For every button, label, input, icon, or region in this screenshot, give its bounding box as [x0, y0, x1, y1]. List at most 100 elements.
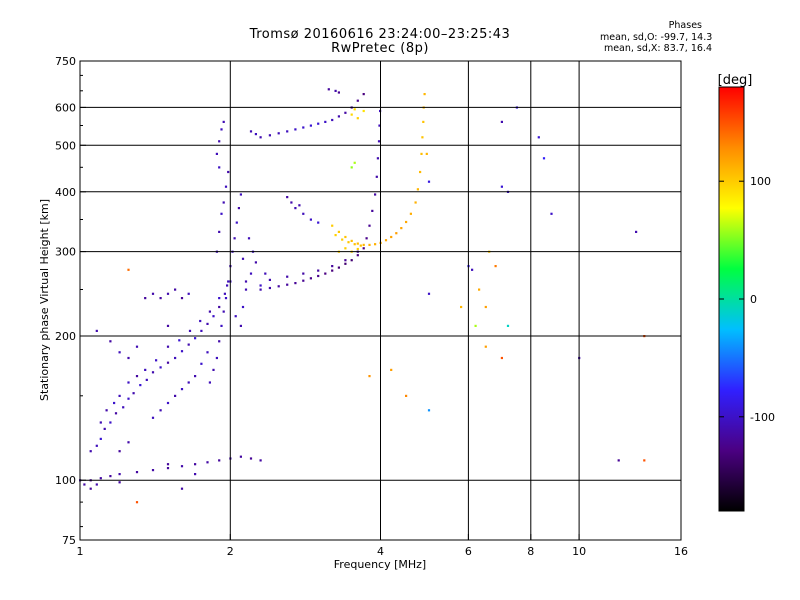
data-point: [109, 475, 112, 478]
data-point: [405, 220, 408, 224]
data-point: [166, 292, 170, 295]
data-point: [166, 345, 170, 348]
data-point: [344, 235, 347, 239]
data-point: [118, 481, 121, 484]
data-point: [187, 343, 190, 346]
data-point: [166, 463, 170, 466]
data-point: [414, 201, 417, 204]
data-point: [416, 188, 419, 191]
data-point: [259, 288, 262, 291]
data-point: [227, 170, 230, 174]
data-point: [218, 297, 221, 300]
data-point: [212, 368, 215, 371]
data-point: [324, 272, 327, 275]
data-point: [180, 465, 184, 468]
data-point: [353, 243, 356, 246]
data-point: [264, 272, 267, 275]
data-point: [356, 99, 359, 102]
data-point: [286, 130, 289, 133]
data-point: [350, 259, 353, 262]
data-point: [356, 247, 359, 251]
data-point: [95, 483, 98, 486]
data-point: [309, 124, 312, 127]
data-point: [218, 166, 221, 169]
data-point: [427, 180, 431, 183]
data-point: [294, 128, 297, 131]
data-point: [95, 329, 98, 332]
data-point: [353, 161, 356, 164]
phase-colorbar: [deg] 100 0 -100: [718, 73, 775, 512]
data-point: [194, 473, 197, 476]
data-point: [425, 152, 428, 155]
data-point: [194, 337, 197, 340]
data-point: [337, 230, 340, 233]
data-point: [127, 397, 130, 400]
chart-title: Tromsø 20160616 23:24:00–23:25:43: [249, 27, 511, 42]
data-point: [376, 157, 379, 160]
data-point: [395, 232, 398, 235]
data-point: [471, 268, 474, 271]
data-point: [350, 166, 353, 169]
data-point: [460, 305, 463, 309]
data-point: [356, 117, 359, 120]
data-point: [118, 450, 121, 453]
data-point: [127, 356, 130, 360]
data-point: [350, 113, 353, 116]
data-point: [222, 201, 225, 204]
data-point: [239, 193, 242, 196]
data-point: [151, 469, 155, 472]
y-tick-label: 750: [55, 55, 76, 68]
data-point: [103, 427, 106, 430]
data-point: [151, 292, 155, 295]
data-point: [135, 345, 139, 348]
data-point: [277, 132, 280, 135]
data-point: [344, 259, 347, 262]
data-point: [317, 269, 320, 272]
data-point: [135, 375, 139, 378]
data-point: [220, 128, 223, 131]
data-point: [99, 421, 102, 424]
data-point: [127, 441, 130, 444]
data-point: [474, 324, 477, 327]
data-point: [302, 272, 305, 275]
data-point: [122, 406, 125, 409]
data-point: [420, 152, 423, 155]
data-point: [550, 212, 553, 215]
data-point: [174, 394, 177, 397]
data-point: [377, 140, 381, 143]
data-point: [331, 224, 334, 227]
data-point: [324, 120, 327, 123]
data-point: [218, 140, 221, 143]
data-point: [302, 212, 305, 215]
data-point: [113, 401, 116, 405]
data-point: [224, 185, 228, 188]
data-point: [166, 467, 170, 470]
data-point: [259, 284, 262, 287]
data-point: [178, 339, 181, 342]
data-point: [400, 227, 403, 230]
data-point: [247, 237, 251, 240]
data-point: [180, 297, 184, 300]
data-point: [375, 175, 378, 178]
data-point: [268, 278, 271, 281]
data-point: [365, 237, 368, 240]
data-point: [199, 319, 202, 323]
y-tick-label: 100: [55, 474, 76, 487]
data-point: [188, 329, 192, 332]
data-point: [220, 324, 223, 327]
data-point: [224, 297, 228, 300]
data-point: [337, 91, 340, 94]
data-point: [537, 136, 540, 139]
data-point: [99, 437, 102, 440]
y-tick-label: 600: [55, 101, 76, 114]
data-point: [206, 322, 209, 325]
data-point: [166, 324, 170, 327]
data-point: [371, 209, 374, 212]
data-point: [220, 212, 223, 215]
data-point: [114, 412, 118, 415]
data-point: [368, 243, 371, 246]
y-tick-label: 500: [55, 139, 76, 152]
data-point: [226, 284, 229, 287]
data-point: [500, 356, 503, 360]
